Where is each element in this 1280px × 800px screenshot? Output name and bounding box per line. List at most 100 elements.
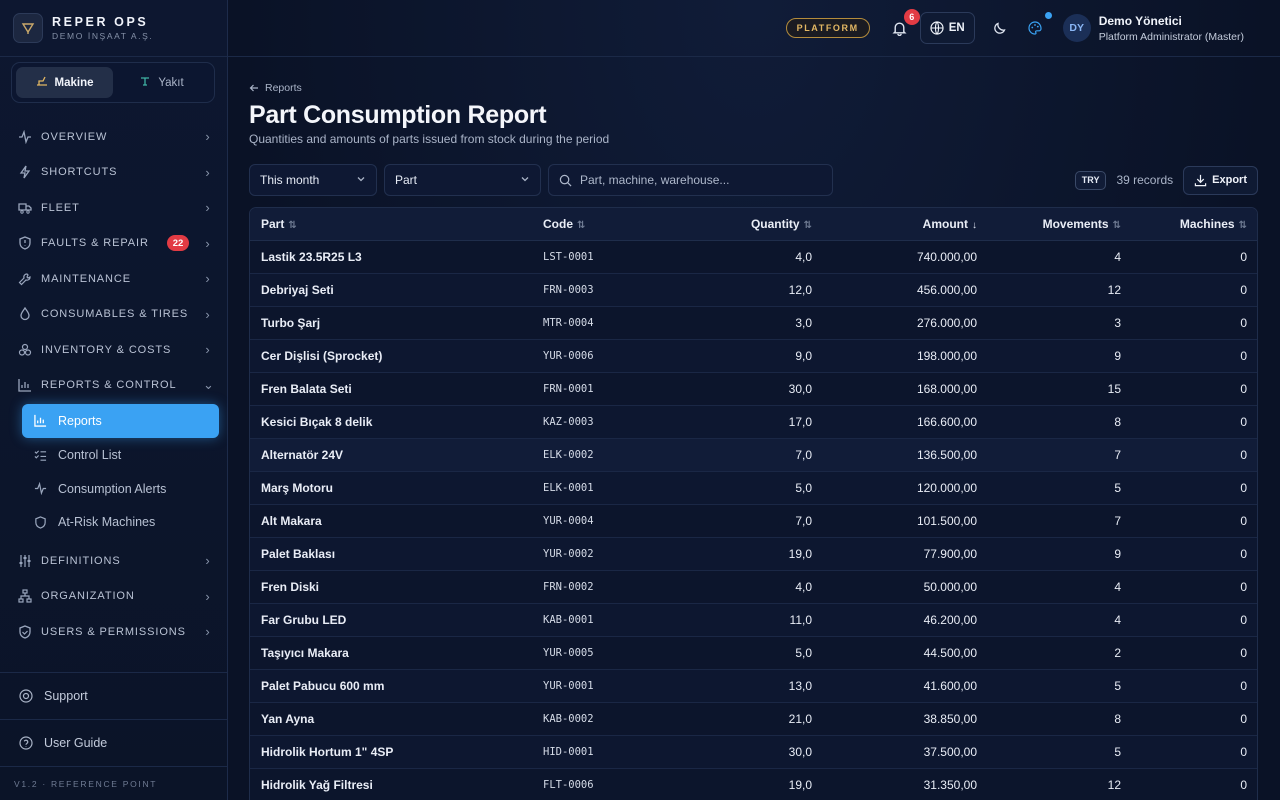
cell-movements: 2 — [988, 636, 1132, 670]
cell-quantity: 21,0 — [702, 702, 823, 736]
breadcrumb-label: Reports — [265, 82, 302, 94]
sidebar-item-fleet[interactable]: FLEET › — [0, 190, 227, 226]
sidebar-subitem-consumption-alerts[interactable]: Consumption Alerts — [22, 472, 219, 506]
sidebar-item-definitions[interactable]: DEFINITIONS › — [0, 543, 227, 579]
sidebar-item-maintenance[interactable]: MAINTENANCE › — [0, 261, 227, 297]
sidebar-bottom: Support User Guide V1.2 · REFERENCE POIN… — [0, 672, 227, 800]
table-row[interactable]: Alternatör 24V ELK-0002 7,0 136.500,00 7 0 — [250, 438, 1257, 472]
mode-machine-label: Makine — [54, 76, 94, 89]
table-row[interactable]: Palet Pabucu 600 mm YUR-0001 13,0 41.600,00… — [250, 669, 1257, 703]
column-header-part[interactable]: Part ⇅ — [250, 208, 532, 241]
language-button[interactable]: EN — [919, 12, 975, 44]
cell-code: FRN-0002 — [532, 570, 702, 604]
sidebar-item-overview[interactable]: OVERVIEW › — [0, 119, 227, 155]
table-row[interactable]: Fren Diski FRN-0002 4,0 50.000,00 4 0 — [250, 570, 1257, 604]
column-header-label: Movements — [1042, 216, 1109, 231]
column-header-label: Code — [543, 216, 573, 231]
sidebar-item-inventory[interactable]: INVENTORY & COSTS › — [0, 332, 227, 368]
support-label: Support — [44, 689, 88, 703]
table-row[interactable]: Debriyaj Seti FRN-0003 12,0 456.000,00 12 0 — [250, 273, 1257, 307]
cell-machines: 0 — [1132, 306, 1257, 340]
sidebar-subitem-control-list[interactable]: Control List — [22, 439, 219, 473]
page-subtitle: Quantities and amounts of parts issued f… — [249, 132, 610, 146]
cell-part: Palet Pabucu 600 mm — [250, 669, 532, 703]
mode-machine-button[interactable]: Makine — [16, 67, 113, 98]
sidebar-item-organization[interactable]: ORGANIZATION › — [0, 579, 227, 615]
cell-movements: 9 — [988, 537, 1132, 571]
table-row[interactable]: Cer Dişlisi (Sprocket) YUR-0006 9,0 198.000… — [250, 339, 1257, 373]
currency-badge[interactable]: TRY — [1074, 170, 1107, 190]
sidebar-item-consumables[interactable]: CONSUMABLES & TIRES › — [0, 297, 227, 333]
sidebar-item-label: FLEET — [41, 201, 80, 214]
palette-button[interactable] — [1024, 12, 1052, 39]
table-body: Lastik 23.5R25 L3 LST-0001 4,0 740.000,00 4 0… — [250, 240, 1257, 800]
sidebar-item-label: ORGANIZATION — [41, 590, 135, 603]
chevron-right-icon: › — [205, 588, 211, 604]
column-header-code[interactable]: Code ⇅ — [532, 208, 702, 241]
sidebar-item-label: DEFINITIONS — [41, 554, 121, 567]
cell-quantity: 5,0 — [702, 471, 823, 505]
cell-machines: 0 — [1132, 735, 1257, 769]
avatar[interactable]: DY — [1062, 14, 1091, 42]
chevron-right-icon: › — [205, 164, 211, 180]
cell-amount: 44.500,00 — [823, 636, 988, 670]
sidebar-subitem-at-risk[interactable]: At-Risk Machines — [22, 506, 219, 540]
cell-quantity: 7,0 — [702, 504, 823, 538]
sidebar-item-shortcuts[interactable]: SHORTCUTS › — [0, 155, 227, 191]
brand-name: REPER OPS — [52, 15, 149, 29]
cell-code: ELK-0001 — [532, 471, 702, 505]
table-row[interactable]: Turbo Şarj MTR-0004 3,0 276.000,00 3 0 — [250, 306, 1257, 340]
export-label: Export — [1212, 174, 1247, 186]
moon-icon — [993, 22, 1006, 34]
faults-count-badge: 22 — [167, 235, 189, 252]
search-input[interactable] — [580, 173, 820, 187]
table-row[interactable]: Yan Ayna KAB-0002 21,0 38.850,00 8 0 — [250, 702, 1257, 736]
table-row[interactable]: Hidrolik Yağ Filtresi FLT-0006 19,0 31.350,… — [250, 768, 1257, 800]
support-link[interactable]: Support — [0, 672, 227, 719]
period-select[interactable]: This month — [249, 164, 377, 196]
chevron-right-icon: › — [205, 235, 211, 251]
mode-fuel-button[interactable]: Yakıt — [113, 67, 210, 98]
chevron-down-icon: ⌄ — [203, 377, 215, 393]
table-row[interactable]: Far Grubu LED KAB-0001 11,0 46.200,00 4 0 — [250, 603, 1257, 637]
user-name: Demo Yönetici — [1098, 13, 1182, 28]
sidebar-item-reports[interactable]: REPORTS & CONTROL ⌄ — [0, 368, 227, 404]
sidebar-subitem-label: Consumption Alerts — [58, 481, 167, 496]
user-menu[interactable]: Demo Yönetici Platform Administrator (Ma… — [1099, 14, 1244, 43]
cell-part: Palet Baklası — [250, 537, 532, 571]
brand[interactable]: REPER OPS DEMO İNŞAAT A.Ş. — [0, 0, 227, 57]
group-by-select[interactable]: Part — [384, 164, 541, 196]
column-header-movements[interactable]: Movements ⇅ — [988, 208, 1132, 241]
droplet-icon — [17, 306, 33, 322]
table-row[interactable]: Taşıyıcı Makara YUR-0005 5,0 44.500,00 2 0 — [250, 636, 1257, 670]
breadcrumb[interactable]: Reports — [249, 81, 1258, 95]
sidebar-item-faults[interactable]: FAULTS & REPAIR 22 › — [0, 226, 227, 262]
table-row[interactable]: Hidrolik Hortum 1" 4SP HID-0001 30,0 37.500… — [250, 735, 1257, 769]
column-header-quantity[interactable]: Quantity ⇅ — [702, 208, 823, 241]
table-row[interactable]: Lastik 23.5R25 L3 LST-0001 4,0 740.000,00 4 0 — [250, 240, 1257, 274]
export-button[interactable]: Export — [1183, 165, 1258, 195]
cell-code: LST-0001 — [532, 240, 702, 274]
table-row[interactable]: Kesici Bıçak 8 delik KAZ-0003 17,0 166.600,… — [250, 405, 1257, 439]
cell-machines: 0 — [1132, 669, 1257, 703]
sidebar-subitem-reports[interactable]: Reports — [22, 404, 219, 438]
theme-toggle-button[interactable] — [989, 17, 1011, 39]
platform-badge[interactable]: PLATFORM — [785, 18, 870, 38]
user-guide-label: User Guide — [44, 736, 108, 750]
cell-machines: 0 — [1132, 339, 1257, 373]
table-row[interactable]: Palet Baklası YUR-0002 19,0 77.900,00 9 0 — [250, 537, 1257, 571]
page-content: Reports Part Consumption Report Quantiti… — [228, 57, 1280, 800]
cell-code: KAZ-0003 — [532, 405, 702, 439]
column-header-amount[interactable]: Amount ↓ — [823, 208, 988, 241]
activity-icon — [17, 129, 33, 145]
table-row[interactable]: Fren Balata Seti FRN-0001 30,0 168.000,00 15… — [250, 372, 1257, 406]
bar-chart-icon — [17, 377, 33, 393]
column-header-machines[interactable]: Machines ⇅ — [1132, 208, 1257, 241]
mode-switch: Makine Yakıt — [11, 62, 215, 103]
user-guide-link[interactable]: User Guide — [0, 719, 227, 766]
table-row[interactable]: Alt Makara YUR-0004 7,0 101.500,00 7 0 — [250, 504, 1257, 538]
search-icon — [559, 174, 572, 186]
notifications-button[interactable]: 6 — [889, 9, 920, 39]
table-row[interactable]: Marş Motoru ELK-0001 5,0 120.000,00 5 0 — [250, 471, 1257, 505]
sidebar-item-users[interactable]: USERS & PERMISSIONS › — [0, 614, 227, 650]
